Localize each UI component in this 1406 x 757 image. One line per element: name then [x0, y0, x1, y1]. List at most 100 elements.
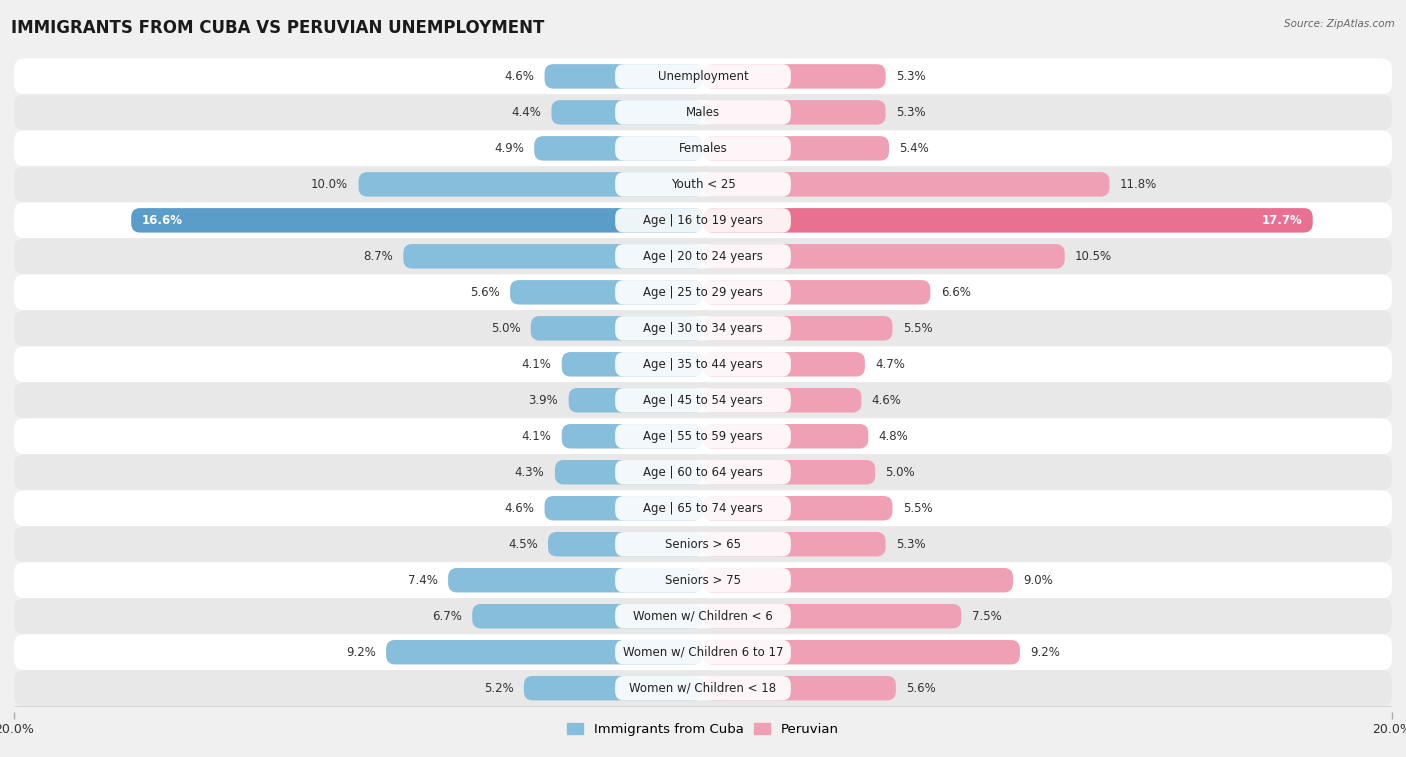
FancyBboxPatch shape [14, 382, 1392, 419]
FancyBboxPatch shape [14, 454, 1392, 491]
Text: 4.1%: 4.1% [522, 358, 551, 371]
FancyBboxPatch shape [562, 352, 703, 376]
FancyBboxPatch shape [449, 568, 703, 593]
FancyBboxPatch shape [616, 280, 790, 304]
Text: Age | 20 to 24 years: Age | 20 to 24 years [643, 250, 763, 263]
Text: 5.2%: 5.2% [484, 682, 513, 695]
FancyBboxPatch shape [703, 136, 889, 160]
FancyBboxPatch shape [616, 208, 790, 232]
Text: Age | 45 to 54 years: Age | 45 to 54 years [643, 394, 763, 407]
FancyBboxPatch shape [616, 388, 790, 413]
Text: 4.6%: 4.6% [505, 502, 534, 515]
Text: Age | 35 to 44 years: Age | 35 to 44 years [643, 358, 763, 371]
FancyBboxPatch shape [703, 352, 865, 376]
Text: Males: Males [686, 106, 720, 119]
FancyBboxPatch shape [703, 100, 886, 125]
FancyBboxPatch shape [14, 526, 1392, 562]
FancyBboxPatch shape [616, 316, 790, 341]
FancyBboxPatch shape [131, 208, 703, 232]
FancyBboxPatch shape [616, 496, 790, 521]
Text: 5.3%: 5.3% [896, 106, 925, 119]
Text: 3.9%: 3.9% [529, 394, 558, 407]
FancyBboxPatch shape [616, 136, 790, 160]
FancyBboxPatch shape [14, 562, 1392, 598]
FancyBboxPatch shape [14, 167, 1392, 202]
FancyBboxPatch shape [359, 172, 703, 197]
FancyBboxPatch shape [14, 670, 1392, 706]
Text: 9.0%: 9.0% [1024, 574, 1053, 587]
FancyBboxPatch shape [14, 238, 1392, 274]
Text: Seniors > 75: Seniors > 75 [665, 574, 741, 587]
FancyBboxPatch shape [14, 130, 1392, 167]
Text: 5.0%: 5.0% [886, 466, 915, 478]
Text: 4.3%: 4.3% [515, 466, 544, 478]
FancyBboxPatch shape [616, 676, 790, 700]
Text: 6.7%: 6.7% [432, 609, 461, 623]
FancyBboxPatch shape [703, 316, 893, 341]
FancyBboxPatch shape [387, 640, 703, 665]
Text: Women w/ Children < 6: Women w/ Children < 6 [633, 609, 773, 623]
FancyBboxPatch shape [703, 208, 1313, 232]
Text: 5.3%: 5.3% [896, 537, 925, 551]
FancyBboxPatch shape [616, 352, 790, 376]
FancyBboxPatch shape [14, 598, 1392, 634]
FancyBboxPatch shape [472, 604, 703, 628]
FancyBboxPatch shape [14, 202, 1392, 238]
Text: 16.6%: 16.6% [142, 213, 183, 227]
FancyBboxPatch shape [14, 419, 1392, 454]
Text: Age | 55 to 59 years: Age | 55 to 59 years [643, 430, 763, 443]
FancyBboxPatch shape [703, 64, 886, 89]
Text: 9.2%: 9.2% [1031, 646, 1060, 659]
Text: 5.6%: 5.6% [907, 682, 936, 695]
Text: 5.0%: 5.0% [491, 322, 520, 335]
FancyBboxPatch shape [548, 532, 703, 556]
Text: 5.5%: 5.5% [903, 322, 932, 335]
Text: IMMIGRANTS FROM CUBA VS PERUVIAN UNEMPLOYMENT: IMMIGRANTS FROM CUBA VS PERUVIAN UNEMPLO… [11, 19, 544, 37]
Text: Source: ZipAtlas.com: Source: ZipAtlas.com [1284, 19, 1395, 29]
FancyBboxPatch shape [703, 244, 1064, 269]
Legend: Immigrants from Cuba, Peruvian: Immigrants from Cuba, Peruvian [562, 718, 844, 741]
FancyBboxPatch shape [544, 496, 703, 521]
FancyBboxPatch shape [14, 634, 1392, 670]
Text: 4.1%: 4.1% [522, 430, 551, 443]
Text: 4.8%: 4.8% [879, 430, 908, 443]
FancyBboxPatch shape [14, 58, 1392, 95]
Text: 4.7%: 4.7% [875, 358, 905, 371]
FancyBboxPatch shape [544, 64, 703, 89]
FancyBboxPatch shape [551, 100, 703, 125]
FancyBboxPatch shape [14, 310, 1392, 346]
Text: Age | 25 to 29 years: Age | 25 to 29 years [643, 286, 763, 299]
FancyBboxPatch shape [616, 460, 790, 484]
FancyBboxPatch shape [703, 532, 886, 556]
Text: 4.6%: 4.6% [505, 70, 534, 83]
FancyBboxPatch shape [703, 640, 1019, 665]
FancyBboxPatch shape [703, 424, 869, 448]
FancyBboxPatch shape [703, 280, 931, 304]
Text: 17.7%: 17.7% [1261, 213, 1302, 227]
Text: 4.5%: 4.5% [508, 537, 537, 551]
Text: 8.7%: 8.7% [363, 250, 392, 263]
FancyBboxPatch shape [616, 568, 790, 593]
FancyBboxPatch shape [524, 676, 703, 700]
Text: 10.5%: 10.5% [1076, 250, 1112, 263]
FancyBboxPatch shape [616, 100, 790, 125]
FancyBboxPatch shape [555, 460, 703, 484]
FancyBboxPatch shape [703, 388, 862, 413]
Text: Age | 30 to 34 years: Age | 30 to 34 years [643, 322, 763, 335]
Text: 6.6%: 6.6% [941, 286, 970, 299]
FancyBboxPatch shape [14, 346, 1392, 382]
FancyBboxPatch shape [703, 604, 962, 628]
Text: Unemployment: Unemployment [658, 70, 748, 83]
FancyBboxPatch shape [703, 496, 893, 521]
FancyBboxPatch shape [534, 136, 703, 160]
FancyBboxPatch shape [616, 424, 790, 448]
FancyBboxPatch shape [14, 95, 1392, 130]
FancyBboxPatch shape [562, 424, 703, 448]
FancyBboxPatch shape [703, 568, 1012, 593]
Text: Women w/ Children < 18: Women w/ Children < 18 [630, 682, 776, 695]
FancyBboxPatch shape [616, 640, 790, 665]
Text: Age | 16 to 19 years: Age | 16 to 19 years [643, 213, 763, 227]
Text: 4.6%: 4.6% [872, 394, 901, 407]
Text: 7.4%: 7.4% [408, 574, 437, 587]
FancyBboxPatch shape [616, 532, 790, 556]
